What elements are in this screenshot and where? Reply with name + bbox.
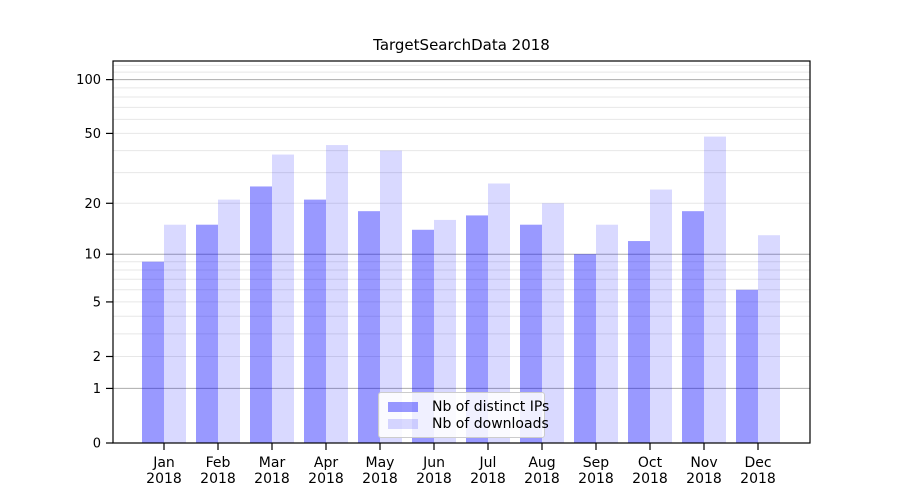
bar-distinct-ips-dec [736,289,758,443]
x-tick-label-feb: Feb 2018 [200,455,236,487]
x-tick-label-dec: Dec 2018 [740,455,776,487]
bar-downloads-sep [596,224,618,443]
bar-distinct-ips-aug [520,224,542,443]
x-tick-label-jul: Jul 2018 [470,455,506,487]
x-tick-label-nov: Nov 2018 [686,455,722,487]
bar-distinct-ips-jan [142,261,164,443]
bar-distinct-ips-oct [628,241,650,443]
x-tick-label-apr: Apr 2018 [308,455,344,487]
bar-downloads-jul [488,183,510,443]
bar-downloads-nov [704,136,726,443]
bar-distinct-ips-apr [304,199,326,443]
bar-downloads-jan [164,224,186,443]
bar-downloads-mar [272,154,294,444]
bar-downloads-may [380,150,402,443]
bar-downloads-apr [326,145,348,443]
legend-label-distinct-ips: Nb of distinct IPs [432,398,550,415]
legend-row-distinct-ips: Nb of distinct IPs [388,400,549,414]
bar-distinct-ips-feb [196,224,218,443]
y-tick-label: 0 [93,437,101,452]
bar-downloads-oct [650,189,672,443]
bar-distinct-ips-may [358,211,380,443]
legend: Nb of distinct IPs Nb of downloads [378,392,549,438]
bar-distinct-ips-mar [250,186,272,443]
plot-frame [112,60,811,444]
x-tick-label-jan: Jan 2018 [146,455,182,487]
chart-title: TargetSearchData 2018 [373,36,550,54]
y-tick-label: 50 [84,127,101,142]
y-tick-label: 1 [93,382,101,397]
bar-distinct-ips-jun [412,229,434,443]
x-tick-label-sep: Sep 2018 [578,455,614,487]
legend-swatch-downloads [388,418,418,429]
bar-downloads-feb [218,199,240,443]
y-tick-label: 5 [93,295,101,310]
y-tick-label: 100 [76,73,101,88]
legend-label-downloads: Nb of downloads [432,415,549,432]
legend-swatch-distinct-ips [388,401,418,412]
bar-distinct-ips-nov [682,211,704,443]
y-tick-label: 2 [93,350,101,365]
x-tick-label-mar: Mar 2018 [254,455,290,487]
bar-downloads-jun [434,219,456,443]
x-tick-label-aug: Aug 2018 [524,455,560,487]
legend-row-downloads: Nb of downloads [388,417,549,431]
x-tick-label-oct: Oct 2018 [632,455,668,487]
bar-distinct-ips-sep [574,254,596,443]
bar-downloads-dec [758,235,780,443]
x-tick-label-jun: Jun 2018 [416,455,452,487]
y-tick-label: 20 [84,197,101,212]
y-tick-label: 10 [84,248,101,263]
bar-distinct-ips-jul [466,215,488,443]
bar-downloads-aug [542,203,564,443]
x-tick-label-may: May 2018 [362,455,398,487]
